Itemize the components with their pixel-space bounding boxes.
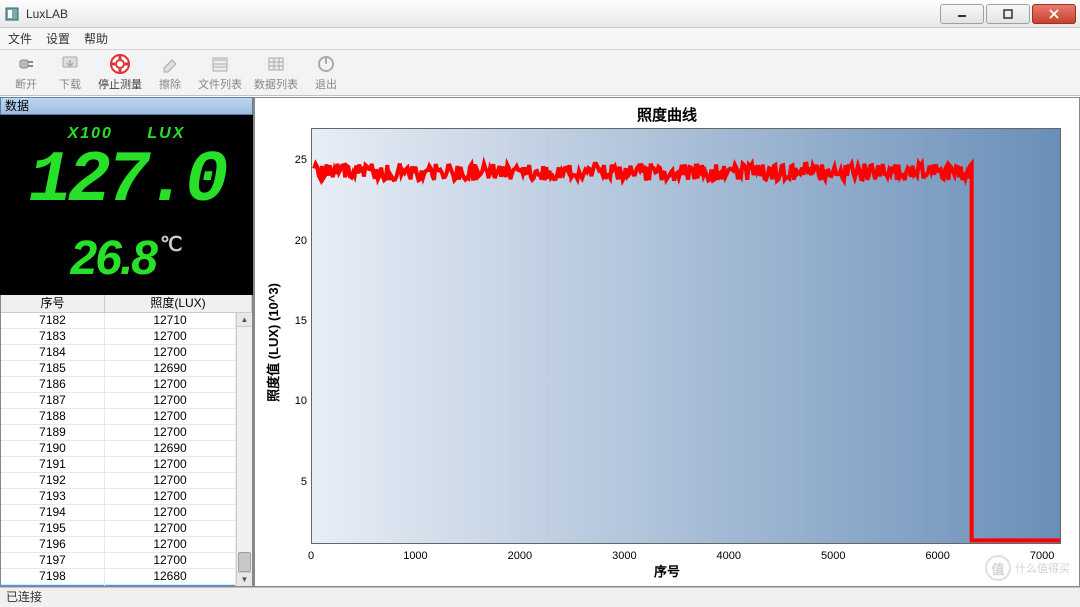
table-row[interactable]: 718212710 — [1, 313, 236, 329]
table-row[interactable]: 718912700 — [1, 425, 236, 441]
table-row[interactable]: 719112700 — [1, 457, 236, 473]
lcd-temp-value: 26.8 — [71, 232, 156, 285]
close-button[interactable] — [1032, 4, 1076, 24]
table-row[interactable]: 718312700 — [1, 329, 236, 345]
lifebuoy-icon — [109, 53, 131, 75]
left-panel: 数据 X100 LUX 127.0 26.8℃ 序号 照度(LUX) 71821… — [0, 97, 254, 587]
toolbar-download[interactable]: 下载 — [48, 51, 92, 95]
ytick: 5 — [285, 476, 307, 488]
ytick: 10 — [285, 395, 307, 407]
toolbar-lifebuoy[interactable]: 停止测量 — [92, 51, 148, 95]
toolbar-exit[interactable]: 退出 — [304, 51, 348, 95]
status-text: 已连接 — [6, 590, 42, 604]
table-row[interactable]: 718712700 — [1, 393, 236, 409]
table-row[interactable]: 719912700 — [1, 585, 236, 586]
xtick: 4000 — [717, 550, 741, 562]
table-row[interactable]: 719612700 — [1, 537, 236, 553]
table-scrollbar[interactable]: ▲ ▼ — [236, 313, 252, 586]
app-icon — [4, 6, 20, 22]
chart-panel: 照度曲线 照度值 (LUX) (10^3) 序号 0 1000 2000 3000 40… — [254, 97, 1080, 587]
xtick: 6000 — [925, 550, 949, 562]
maximize-button[interactable] — [986, 4, 1030, 24]
table-row[interactable]: 719812680 — [1, 569, 236, 585]
menu-file[interactable]: 文件 — [8, 30, 32, 47]
toolbar-calendar[interactable]: 文件列表 — [192, 51, 248, 95]
table-row[interactable]: 719512700 — [1, 521, 236, 537]
chart-line — [312, 129, 1060, 587]
titlebar: LuxLAB — [0, 0, 1080, 28]
table-row[interactable]: 718612700 — [1, 377, 236, 393]
menu-settings[interactable]: 设置 — [46, 30, 70, 47]
data-panel-header: 数据 — [0, 97, 253, 115]
ytick: 25 — [285, 154, 307, 166]
xtick: 2000 — [508, 550, 532, 562]
col-header-lux[interactable]: 照度(LUX) — [105, 295, 252, 312]
chart-title: 照度曲线 — [255, 104, 1079, 125]
ytick: 15 — [285, 315, 307, 327]
xtick: 1000 — [403, 550, 427, 562]
xtick: 3000 — [612, 550, 636, 562]
xtick: 7000 — [1030, 550, 1054, 562]
chart-xlabel: 序号 — [255, 561, 1079, 580]
lcd-temp-unit: ℃ — [160, 234, 182, 256]
calendar-icon — [209, 53, 231, 75]
scroll-up-icon[interactable]: ▲ — [237, 313, 252, 327]
table-row[interactable]: 718512690 — [1, 361, 236, 377]
statusbar: 已连接 — [0, 587, 1080, 607]
xtick: 5000 — [821, 550, 845, 562]
chart-plot-area — [311, 128, 1061, 544]
download-icon — [59, 53, 81, 75]
table-row[interactable]: 719212700 — [1, 473, 236, 489]
toolbar: 断开下载停止测量擦除文件列表数据列表退出 — [0, 50, 1080, 96]
lcd-main-value: 127.0 — [0, 145, 253, 217]
plug-icon — [15, 53, 37, 75]
window-title: LuxLAB — [26, 7, 68, 21]
minimize-button[interactable] — [940, 4, 984, 24]
table-row[interactable]: 719012690 — [1, 441, 236, 457]
menu-help[interactable]: 帮助 — [84, 30, 108, 47]
table-row[interactable]: 718812700 — [1, 409, 236, 425]
toolbar-table[interactable]: 数据列表 — [248, 51, 304, 95]
scroll-thumb[interactable] — [238, 552, 251, 572]
table-icon — [265, 53, 287, 75]
menubar: 文件 设置 帮助 — [0, 28, 1080, 50]
scroll-down-icon[interactable]: ▼ — [237, 572, 252, 586]
toolbar-eraser[interactable]: 擦除 — [148, 51, 192, 95]
ytick: 20 — [285, 235, 307, 247]
table-row[interactable]: 718412700 — [1, 345, 236, 361]
table-row[interactable]: 719412700 — [1, 505, 236, 521]
data-table: 序号 照度(LUX) 71821271071831270071841270071… — [0, 295, 253, 587]
toolbar-plug[interactable]: 断开 — [4, 51, 48, 95]
chart-ylabel: 照度值 (LUX) (10^3) — [263, 98, 281, 586]
lcd-display: X100 LUX 127.0 26.8℃ — [0, 115, 253, 295]
eraser-icon — [159, 53, 181, 75]
xtick: 0 — [308, 550, 314, 562]
col-header-index[interactable]: 序号 — [1, 295, 105, 312]
table-row[interactable]: 719712700 — [1, 553, 236, 569]
table-row[interactable]: 719312700 — [1, 489, 236, 505]
exit-icon — [315, 53, 337, 75]
